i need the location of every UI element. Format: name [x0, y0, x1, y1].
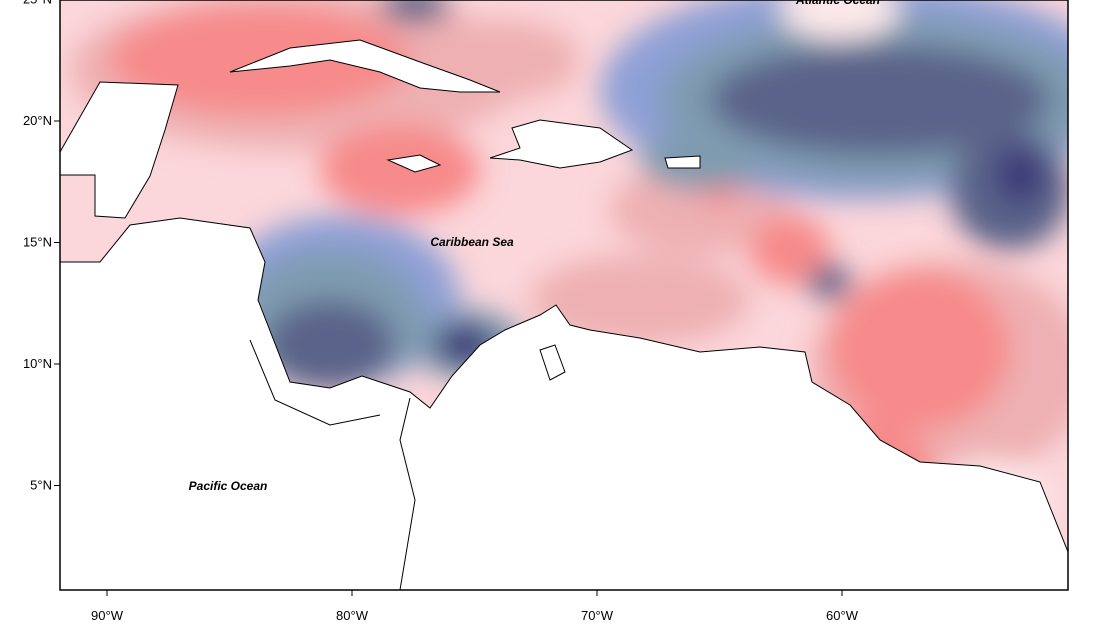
lat-tick-label: 5°N	[30, 478, 52, 493]
lon-tick-label: 60°W	[826, 608, 859, 623]
lat-tick-label: 15°N	[23, 235, 52, 250]
lon-tick-label: 90°W	[91, 608, 124, 623]
ocean-label: Caribbean Sea	[430, 235, 514, 249]
lat-tick-label: 10°N	[23, 356, 52, 371]
lon-tick-label: 70°W	[581, 608, 614, 623]
lat-tick-label: 20°N	[23, 113, 52, 128]
frame	[59, 0, 1069, 591]
ocean-label: Pacific Ocean	[189, 479, 268, 493]
field	[60, 0, 1068, 590]
lat-tick-label: 25°N	[23, 0, 52, 7]
lon-tick-label: 80°W	[336, 608, 369, 623]
ocean-label: Atlantic Ocean	[795, 0, 880, 7]
